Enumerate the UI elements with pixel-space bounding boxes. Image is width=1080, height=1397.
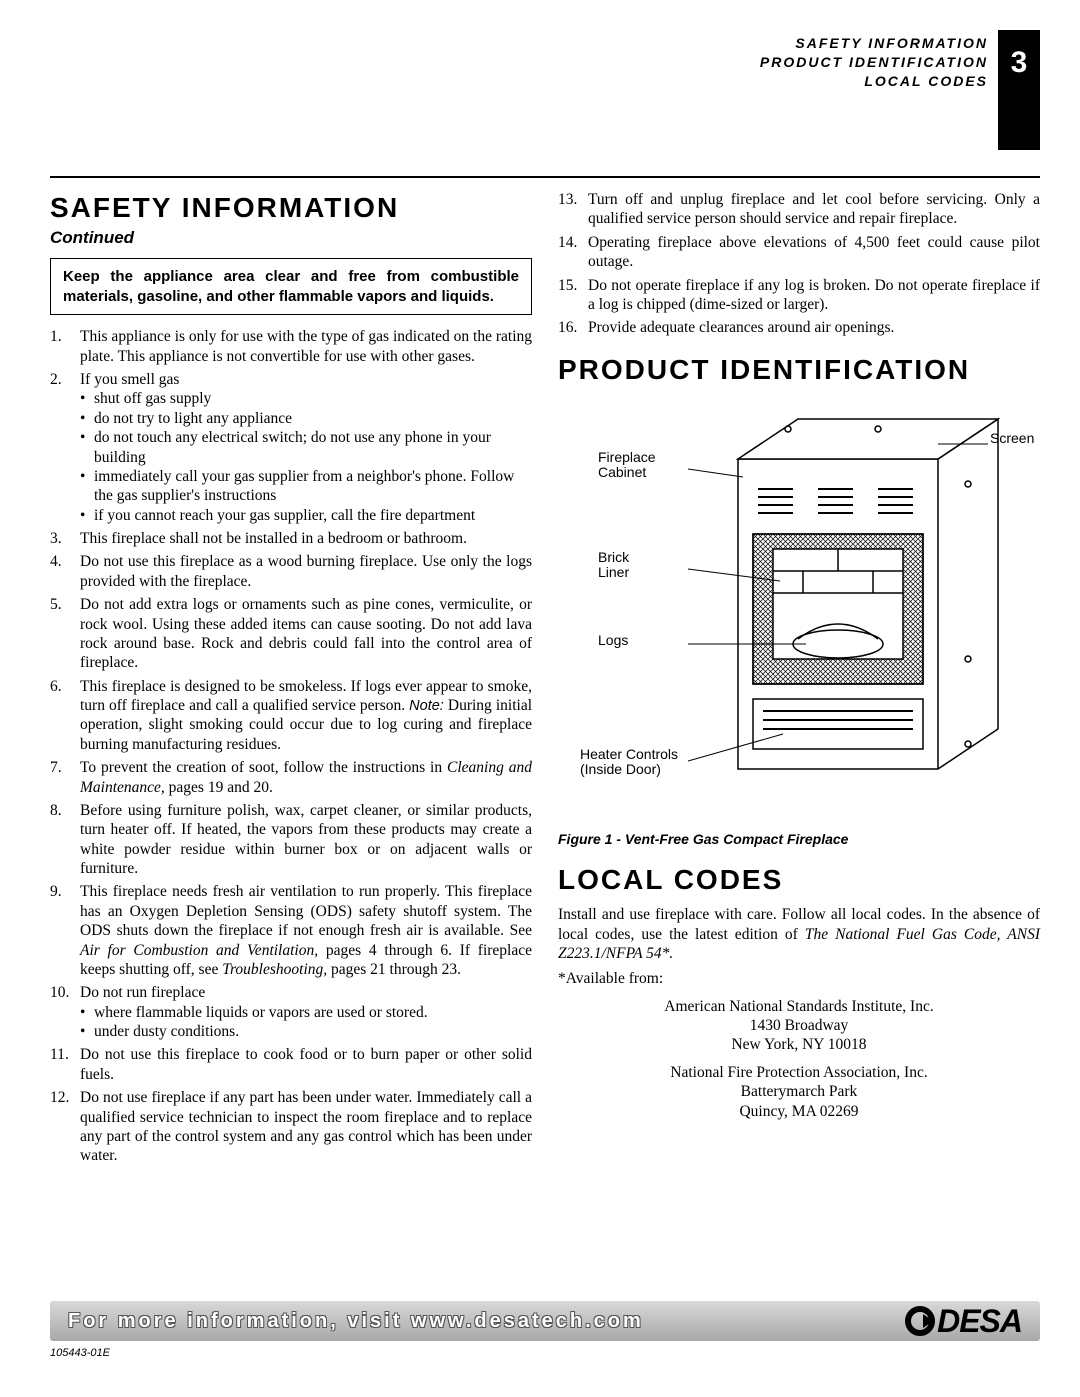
label-cabinet: FireplaceCabinet	[598, 450, 656, 481]
figure-area: FireplaceCabinet BrickLiner Logs Heater …	[558, 395, 1040, 827]
safety-item: Provide adequate clearances around air o…	[558, 318, 1040, 337]
safety-subitem: where flammable liquids or vapors are us…	[80, 1003, 532, 1022]
footer-bar: For more information, visit www.desatech…	[50, 1301, 1040, 1341]
safety-item: Do not use fireplace if any part has bee…	[50, 1088, 532, 1166]
figure-caption: Figure 1 - Vent-Free Gas Compact Firepla…	[558, 831, 1040, 849]
safety-item: Operating fireplace above elevations of …	[558, 233, 1040, 272]
label-screen: Screen	[990, 431, 1034, 446]
local-codes-intro: Install and use fireplace with care. Fol…	[558, 905, 1040, 963]
address-ansi: American National Standards Institute, I…	[558, 997, 1040, 1055]
product-id-title: PRODUCT IDENTIFICATION	[558, 352, 1040, 387]
safety-sublist: shut off gas supplydo not try to light a…	[80, 389, 532, 525]
safety-item: This fireplace shall not be installed in…	[50, 529, 532, 548]
page-header: SAFETY INFORMATION PRODUCT IDENTIFICATIO…	[760, 30, 1040, 150]
safety-list-right: Turn off and unplug fireplace and let co…	[558, 190, 1040, 338]
addr-line: American National Standards Institute, I…	[558, 997, 1040, 1016]
address-nfpa: National Fire Protection Association, In…	[558, 1063, 1040, 1121]
horizontal-rule	[50, 176, 1040, 178]
right-column: Turn off and unplug fireplace and let co…	[558, 190, 1040, 1170]
addr-line: Quincy, MA 02269	[558, 1102, 1040, 1121]
label-controls: Heater Controls(Inside Door)	[580, 747, 678, 778]
footer-text: For more information, visit www.desatech…	[68, 1310, 905, 1333]
safety-item: If you smell gasshut off gas supplydo no…	[50, 370, 532, 525]
safety-subitem: if you cannot reach your gas supplier, c…	[80, 506, 532, 525]
safety-item: Do not operate fireplace if any log is b…	[558, 276, 1040, 315]
continued-label: Continued	[50, 227, 532, 248]
safety-sublist: where flammable liquids or vapors are us…	[80, 1003, 532, 1042]
safety-item: This appliance is only for use with the …	[50, 327, 532, 366]
fireplace-diagram	[688, 399, 1028, 799]
page-number: 3	[998, 30, 1040, 150]
label-logs: Logs	[598, 633, 628, 648]
safety-item: To prevent the creation of soot, follow …	[50, 758, 532, 797]
header-section-labels: SAFETY INFORMATION PRODUCT IDENTIFICATIO…	[760, 30, 998, 150]
brand-name: DESA	[937, 1303, 1022, 1340]
safety-subitem: do not touch any electrical switch; do n…	[80, 428, 532, 467]
brand-logo: DESA	[905, 1303, 1022, 1340]
safety-item: Do not use this fireplace as a wood burn…	[50, 552, 532, 591]
safety-item: Do not use this fireplace to cook food o…	[50, 1045, 532, 1084]
safety-title: SAFETY INFORMATION	[50, 190, 532, 225]
safety-item: This fireplace is designed to be smokele…	[50, 677, 532, 755]
local-codes-title: LOCAL CODES	[558, 862, 1040, 897]
addr-line: Batterymarch Park	[558, 1082, 1040, 1101]
safety-subitem: do not try to light any appliance	[80, 409, 532, 428]
safety-item: This fireplace needs fresh air ventilati…	[50, 882, 532, 979]
logo-ring-icon	[905, 1306, 935, 1336]
addr-line: National Fire Protection Association, In…	[558, 1063, 1040, 1082]
left-column: SAFETY INFORMATION Continued Keep the ap…	[50, 190, 532, 1170]
label-brick-liner: BrickLiner	[598, 550, 629, 581]
safety-item: Do not add extra logs or ornaments such …	[50, 595, 532, 673]
safety-subitem: immediately call your gas supplier from …	[80, 467, 532, 506]
warning-box: Keep the appliance area clear and free f…	[50, 258, 532, 315]
safety-item: Do not run fireplacewhere flammable liqu…	[50, 983, 532, 1041]
header-line: PRODUCT IDENTIFICATION	[760, 53, 988, 72]
safety-subitem: under dusty conditions.	[80, 1022, 532, 1041]
safety-item: Turn off and unplug fireplace and let co…	[558, 190, 1040, 229]
safety-list-left: This appliance is only for use with the …	[50, 327, 532, 1165]
content-area: SAFETY INFORMATION Continued Keep the ap…	[50, 190, 1040, 1170]
available-from: *Available from:	[558, 969, 1040, 988]
header-line: SAFETY INFORMATION	[760, 34, 988, 53]
document-number: 105443-01E	[50, 1347, 110, 1359]
safety-subitem: shut off gas supply	[80, 389, 532, 408]
safety-item: Before using furniture polish, wax, carp…	[50, 801, 532, 879]
addr-line: 1430 Broadway	[558, 1016, 1040, 1035]
addr-line: New York, NY 10018	[558, 1035, 1040, 1054]
header-line: LOCAL CODES	[760, 72, 988, 91]
